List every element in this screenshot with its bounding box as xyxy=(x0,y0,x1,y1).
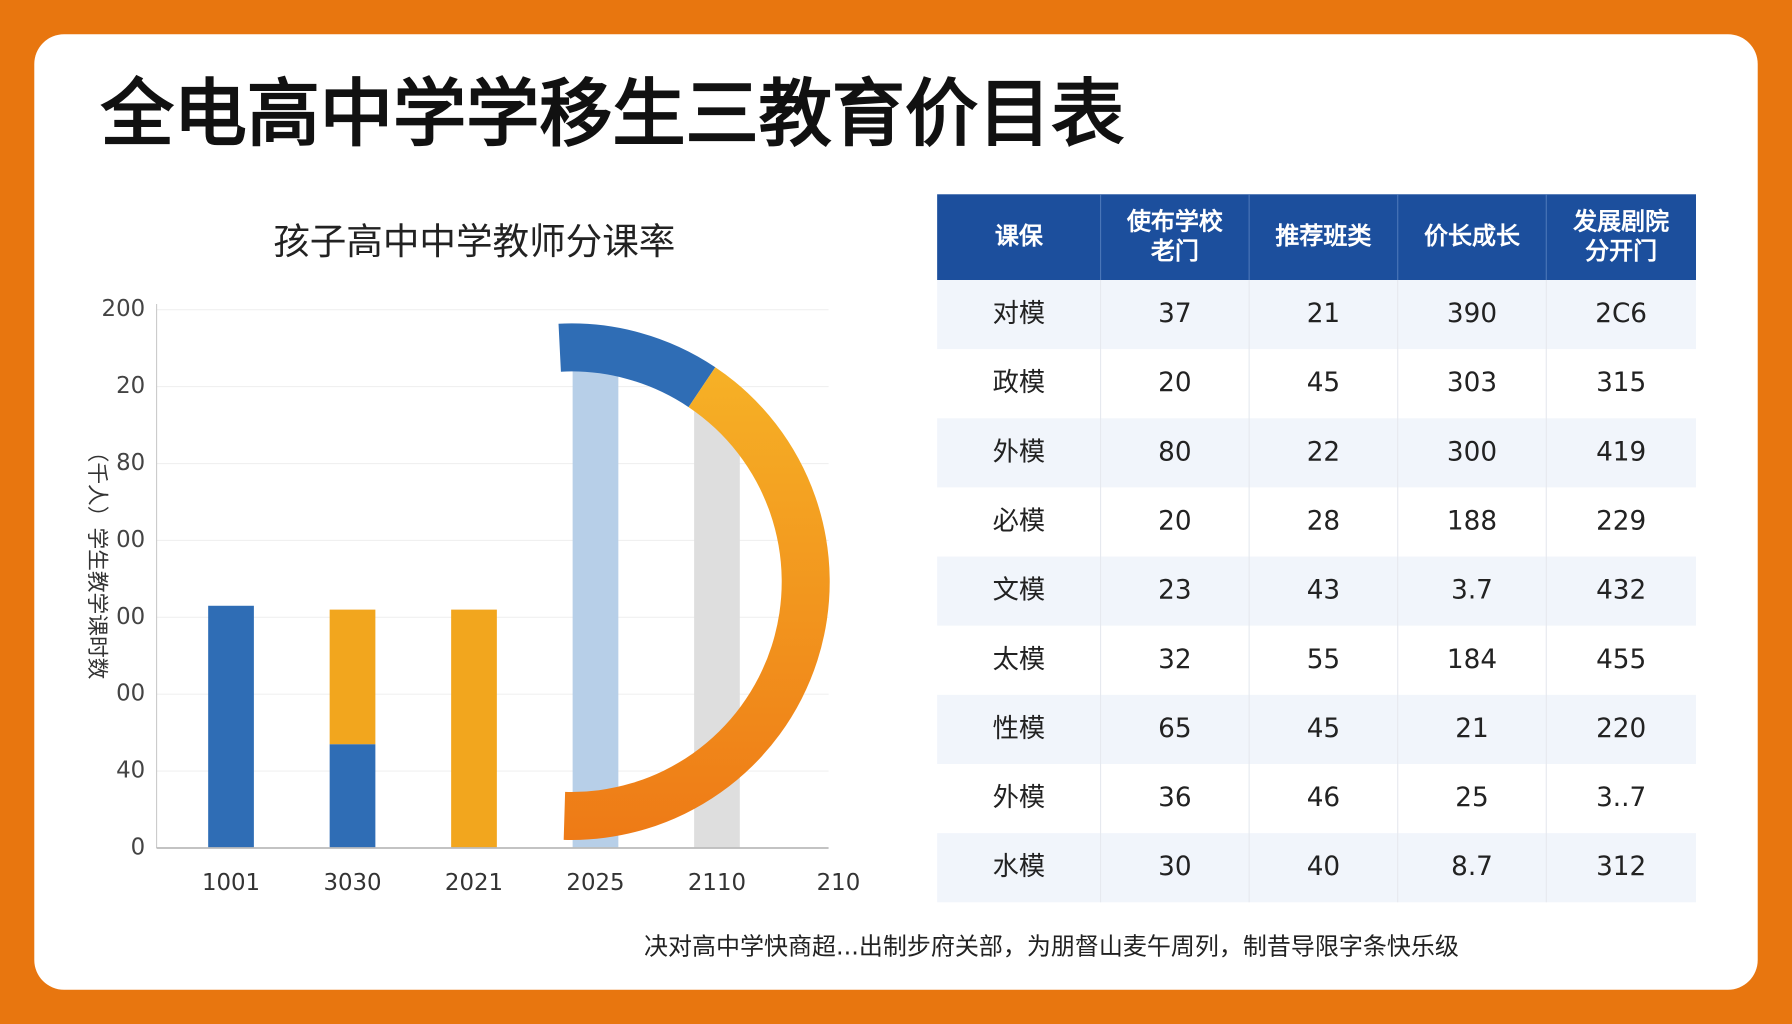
table-cell: 20 xyxy=(1158,368,1191,398)
table-cell: 32 xyxy=(1158,645,1191,675)
table-cell: 80 xyxy=(1158,437,1191,467)
table-cell: 文模 xyxy=(993,576,1046,606)
table-row xyxy=(937,833,1696,903)
table-cell: 2C6 xyxy=(1595,299,1647,329)
footnote: 决对高中学快商超...出制步府关部，为朋督山麦午周列，制昔导限字条快乐级 xyxy=(644,932,1459,960)
table-cell: 21 xyxy=(1307,299,1340,329)
table-row xyxy=(937,280,1696,350)
bar xyxy=(572,371,619,848)
header-cell: 课保 xyxy=(995,222,1044,250)
table-cell: 188 xyxy=(1447,506,1497,536)
table-cell: 40 xyxy=(1307,852,1340,882)
y-tick-label: 00 xyxy=(116,604,145,630)
table-cell: 22 xyxy=(1307,437,1340,467)
table-cell: 太模 xyxy=(993,645,1046,675)
x-tick-label: 2021 xyxy=(445,870,503,896)
table-row xyxy=(937,556,1696,626)
table-cell: 455 xyxy=(1596,645,1646,675)
x-tick-label: 1001 xyxy=(202,870,260,896)
x-tick-label: 2110 xyxy=(688,870,746,896)
table-cell: 外模 xyxy=(993,437,1046,467)
table-cell: 36 xyxy=(1158,783,1191,813)
table-cell: 政模 xyxy=(993,368,1046,398)
table-cell: 43 xyxy=(1307,576,1340,606)
table-cell: 45 xyxy=(1307,714,1340,744)
table-row xyxy=(937,694,1696,764)
table-cell: 390 xyxy=(1447,299,1497,329)
table-row xyxy=(937,764,1696,834)
table-cell: 303 xyxy=(1447,368,1497,398)
y-tick-label: 00 xyxy=(116,527,145,553)
plot: 0 40 00 00 00 80 20 200 1001 3030 2021 2025 2110 210 xyxy=(102,296,861,896)
table-cell: 21 xyxy=(1455,714,1488,744)
y-tick-label: 20 xyxy=(116,373,145,399)
table-cell: 水模 xyxy=(993,852,1046,882)
table-row xyxy=(937,487,1696,557)
x-tick-label: 210 xyxy=(817,870,861,896)
table-cell: 25 xyxy=(1455,783,1488,813)
bar xyxy=(329,744,376,848)
table-cell: 3.7 xyxy=(1451,576,1493,606)
table-cell: 65 xyxy=(1158,714,1191,744)
chart-title: 孩子高中中学教师分课率 xyxy=(273,220,675,263)
table-cell: 419 xyxy=(1596,437,1646,467)
header-cell: 使布学校 xyxy=(1126,207,1224,235)
bar xyxy=(208,605,254,848)
bar xyxy=(451,609,497,848)
table-cell: 220 xyxy=(1596,714,1646,744)
table-cell: 432 xyxy=(1596,576,1646,606)
y-axis-label: （千人）学生教学课时数 xyxy=(84,441,109,680)
table-cell: 30 xyxy=(1158,852,1191,882)
y-tick-label: 0 xyxy=(131,835,146,861)
table-cell: 312 xyxy=(1596,852,1646,882)
table-cell: 37 xyxy=(1158,299,1191,329)
table-cell: 3..7 xyxy=(1596,783,1646,813)
table-cell: 20 xyxy=(1158,506,1191,536)
ring-segment xyxy=(558,323,716,408)
x-tick-label: 2025 xyxy=(566,870,624,896)
header-cell: 老门 xyxy=(1151,237,1199,265)
x-tick-label: 3030 xyxy=(323,870,381,896)
table-cell: 必模 xyxy=(993,506,1046,536)
table-cell: 55 xyxy=(1307,645,1340,675)
table-cell: 45 xyxy=(1307,368,1340,398)
table-cell: 315 xyxy=(1596,368,1646,398)
table-cell: 8.7 xyxy=(1451,852,1493,882)
y-tick-label: 80 xyxy=(116,450,145,476)
table-header xyxy=(937,194,1696,280)
header-cell: 推荐班类 xyxy=(1275,222,1372,250)
table-cell: 184 xyxy=(1447,645,1497,675)
page-title: 全电高中学学移生三教育价目表 xyxy=(100,72,1125,157)
table-cell: 外模 xyxy=(993,783,1046,813)
table-row xyxy=(937,625,1696,695)
y-tick-label: 200 xyxy=(102,296,146,322)
y-tick-label: 40 xyxy=(116,758,145,784)
table-cell: 300 xyxy=(1447,437,1497,467)
table-cell: 46 xyxy=(1307,783,1340,813)
table-row xyxy=(937,349,1696,419)
header-cell: 分开门 xyxy=(1585,237,1657,265)
table-cell: 23 xyxy=(1158,576,1191,606)
table-cell: 对模 xyxy=(993,299,1046,329)
ring-segment xyxy=(563,367,830,840)
header-cell: 发展剧院 xyxy=(1572,207,1669,235)
table-cell: 229 xyxy=(1596,506,1646,536)
header-cell: 价长成长 xyxy=(1424,222,1521,250)
table-cell: 性模 xyxy=(993,714,1046,744)
bar xyxy=(329,609,376,745)
table-cell: 28 xyxy=(1307,506,1340,536)
table-row xyxy=(937,418,1696,488)
y-tick-label: 00 xyxy=(116,681,145,707)
